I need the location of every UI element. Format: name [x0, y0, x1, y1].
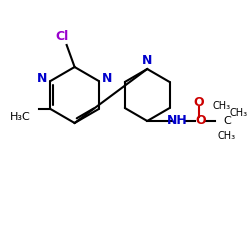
Text: C: C: [223, 116, 231, 126]
Text: N: N: [102, 72, 112, 86]
Text: H₃C: H₃C: [10, 112, 31, 122]
Text: N: N: [37, 72, 48, 86]
Text: O: O: [194, 96, 204, 110]
Text: CH₃: CH₃: [230, 108, 248, 118]
Text: NH: NH: [167, 114, 188, 128]
Text: Cl: Cl: [55, 30, 68, 44]
Text: O: O: [196, 114, 206, 128]
Text: CH₃: CH₃: [213, 101, 231, 111]
Text: CH₃: CH₃: [218, 131, 236, 141]
Text: N: N: [142, 54, 152, 68]
